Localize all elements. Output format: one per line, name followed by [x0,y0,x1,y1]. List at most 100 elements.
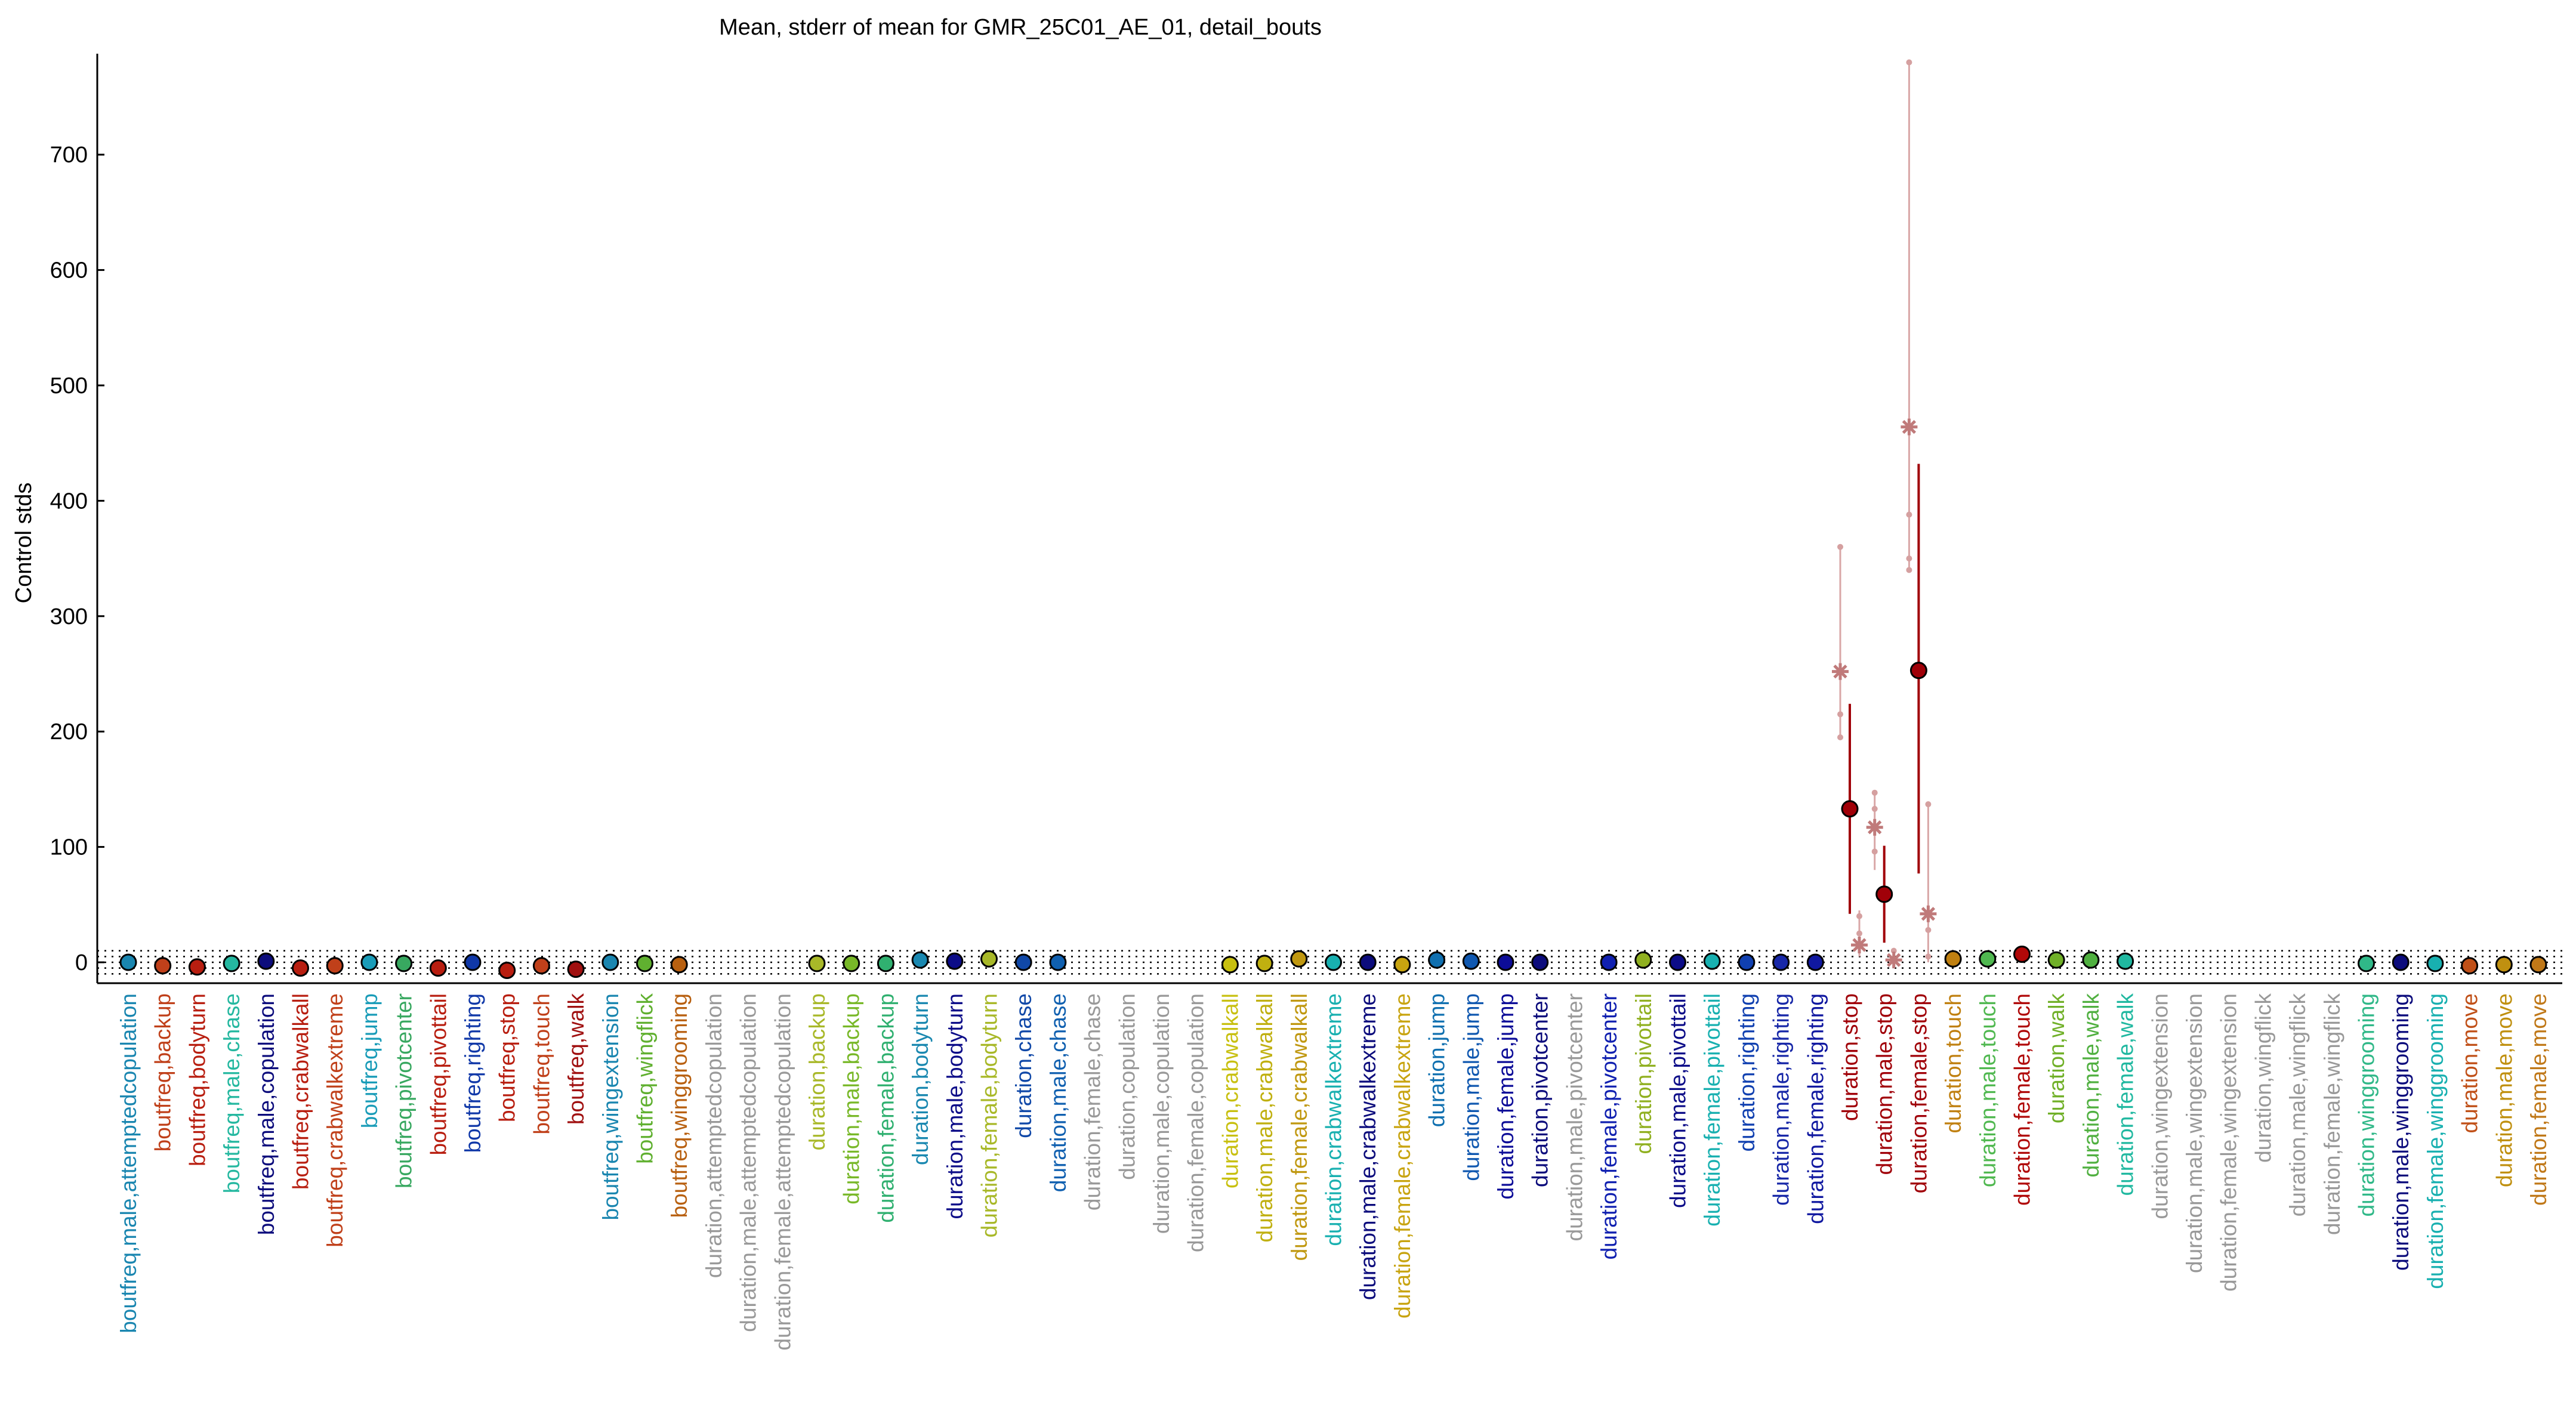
y-tick-label: 300 [50,604,88,629]
x-tick-label: boutfreq,stop [495,993,520,1122]
x-tick-label: duration,male,crabwalkextreme [1356,993,1380,1300]
x-tick-label: boutfreq,backup [151,993,175,1151]
x-tick-label: duration,pivottail [1631,993,1656,1154]
x-tick-label: duration,female,walk [2114,993,2138,1196]
replicate-dot [1906,511,1912,518]
y-tick-label: 400 [50,489,88,514]
y-axis: 0 100 200 300 400 500 600 700 [50,54,104,983]
data-point [2392,953,2410,971]
x-tick-label: duration,bodyturn [908,993,933,1165]
x-tick-label: duration,male,copulation [1149,993,1174,1234]
replicate-dot [1837,711,1843,718]
data-point [1738,953,1756,971]
x-tick-label: duration,wingflick [2251,993,2275,1163]
x-tick-label: duration,female,copulation [1184,993,1208,1252]
data-point [1909,662,1927,680]
data-point [1703,952,1721,970]
x-tick-label: boutfreq,winggrooming [667,993,692,1218]
x-tick-label: duration,male,wingflick [2285,993,2310,1217]
chart-title: Mean, stderr of mean for GMR_25C01_AE_01… [719,15,1322,40]
x-tick-label: duration,male,bodyturn [943,993,967,1219]
x-tick-label: duration,male,righting [1769,993,1794,1206]
x-tick-label: duration,female,crabwalkall [1287,993,1312,1261]
x-tick-label: duration,righting [1735,993,1759,1151]
x-tick-label: duration,pivotcenter [1528,993,1553,1187]
x-tick-label: duration,walk [2044,993,2069,1124]
replicate-dot [1925,801,1932,808]
data-point [1497,953,1514,971]
x-tick-label: duration,male,wingextension [2182,993,2207,1273]
data-point [2082,951,2100,969]
data-point [1014,953,1032,971]
replicate-dot [1871,789,1878,796]
x-tick-label: duration,female,jump [1494,993,1518,1200]
x-tick-label: duration,crabwalkextreme [1322,993,1346,1246]
x-tick-label: boutfreq,male,attemptedcopulation [116,993,141,1333]
replicate-marks [1832,59,1937,969]
x-tick-label: boutfreq,walk [564,993,588,1125]
data-point [2047,951,2065,969]
replicate-star [1851,936,1868,953]
data-point [498,962,516,980]
x-tick-label: boutfreq,bodyturn [185,993,209,1166]
data-point [429,959,447,977]
x-tick-label: duration,female,stop [1906,993,1931,1193]
y-axis-label: Control stds [11,483,36,604]
data-point [360,953,378,971]
x-tick-label: duration,female,touch [2010,993,2035,1206]
data-point [567,961,585,978]
x-tick-label: duration,female,wingflick [2320,993,2344,1236]
data-point [1841,800,1859,818]
x-tick-label: boutfreq,male,chase [220,993,244,1193]
x-tick-label: duration,female,righting [1803,993,1828,1224]
x-tick-label: boutfreq,crabwalkextreme [323,993,347,1247]
data-point [1049,953,1067,971]
data-point [1875,885,1893,903]
replicate-dot [1906,59,1912,66]
data-point [2426,955,2444,972]
x-tick-label: duration,female,attemptedcopulation [770,993,795,1351]
x-tick-label: boutfreq,pivotcenter [392,993,417,1188]
x-tick-label: duration,female,pivottail [1700,993,1724,1227]
data-point [1393,956,1411,974]
x-tick-label: boutfreq,male,copulation [254,993,279,1235]
y-tick-label: 200 [50,719,88,745]
data-point [257,952,275,970]
x-tick-label: duration,female,backup [874,993,898,1223]
replicate-dot [1925,927,1932,933]
x-tick-label: duration,female,chase [1081,993,1105,1210]
replicate-dot [1871,805,1878,812]
x-tick-label: boutfreq,pivottail [426,993,451,1156]
data-point [2358,955,2375,972]
x-tick-label: duration,male,touch [1976,993,2000,1187]
data-point [326,957,344,975]
data-point [946,952,964,970]
x-tick-label: duration,male,winggrooming [2389,993,2413,1271]
x-tick-label: duration,attemptedcopulation [702,993,726,1278]
x-tick-label: duration,male,walk [2079,993,2103,1178]
replicate-star [1832,663,1849,680]
data-point [188,958,206,976]
y-tick-label: 500 [50,373,88,399]
data-point [1806,953,1824,971]
data-point [292,959,309,977]
data-point [2529,956,2547,974]
x-tick-label: duration,female,winggrooming [2423,993,2448,1289]
replicate-dot [1906,567,1912,573]
x-tick-label: duration,male,stop [1872,993,1897,1175]
data-point [2117,952,2134,970]
x-tick-label: duration,copulation [1115,993,1139,1180]
data-points [119,662,2547,980]
data-point [395,955,413,972]
x-tick-label: duration,female,crabwalkextreme [1390,993,1415,1318]
data-point [1428,951,1446,969]
replicate-star [1920,905,1937,922]
data-point [1669,953,1686,971]
x-tick-label: duration,male,pivottail [1666,993,1690,1208]
x-tick-label: duration,male,crabwalkall [1252,993,1277,1242]
data-point [808,955,826,972]
x-tick-label: boutfreq,touch [529,993,554,1135]
replicate-dot [1871,848,1878,855]
x-tick-label: duration,touch [1941,993,1966,1134]
